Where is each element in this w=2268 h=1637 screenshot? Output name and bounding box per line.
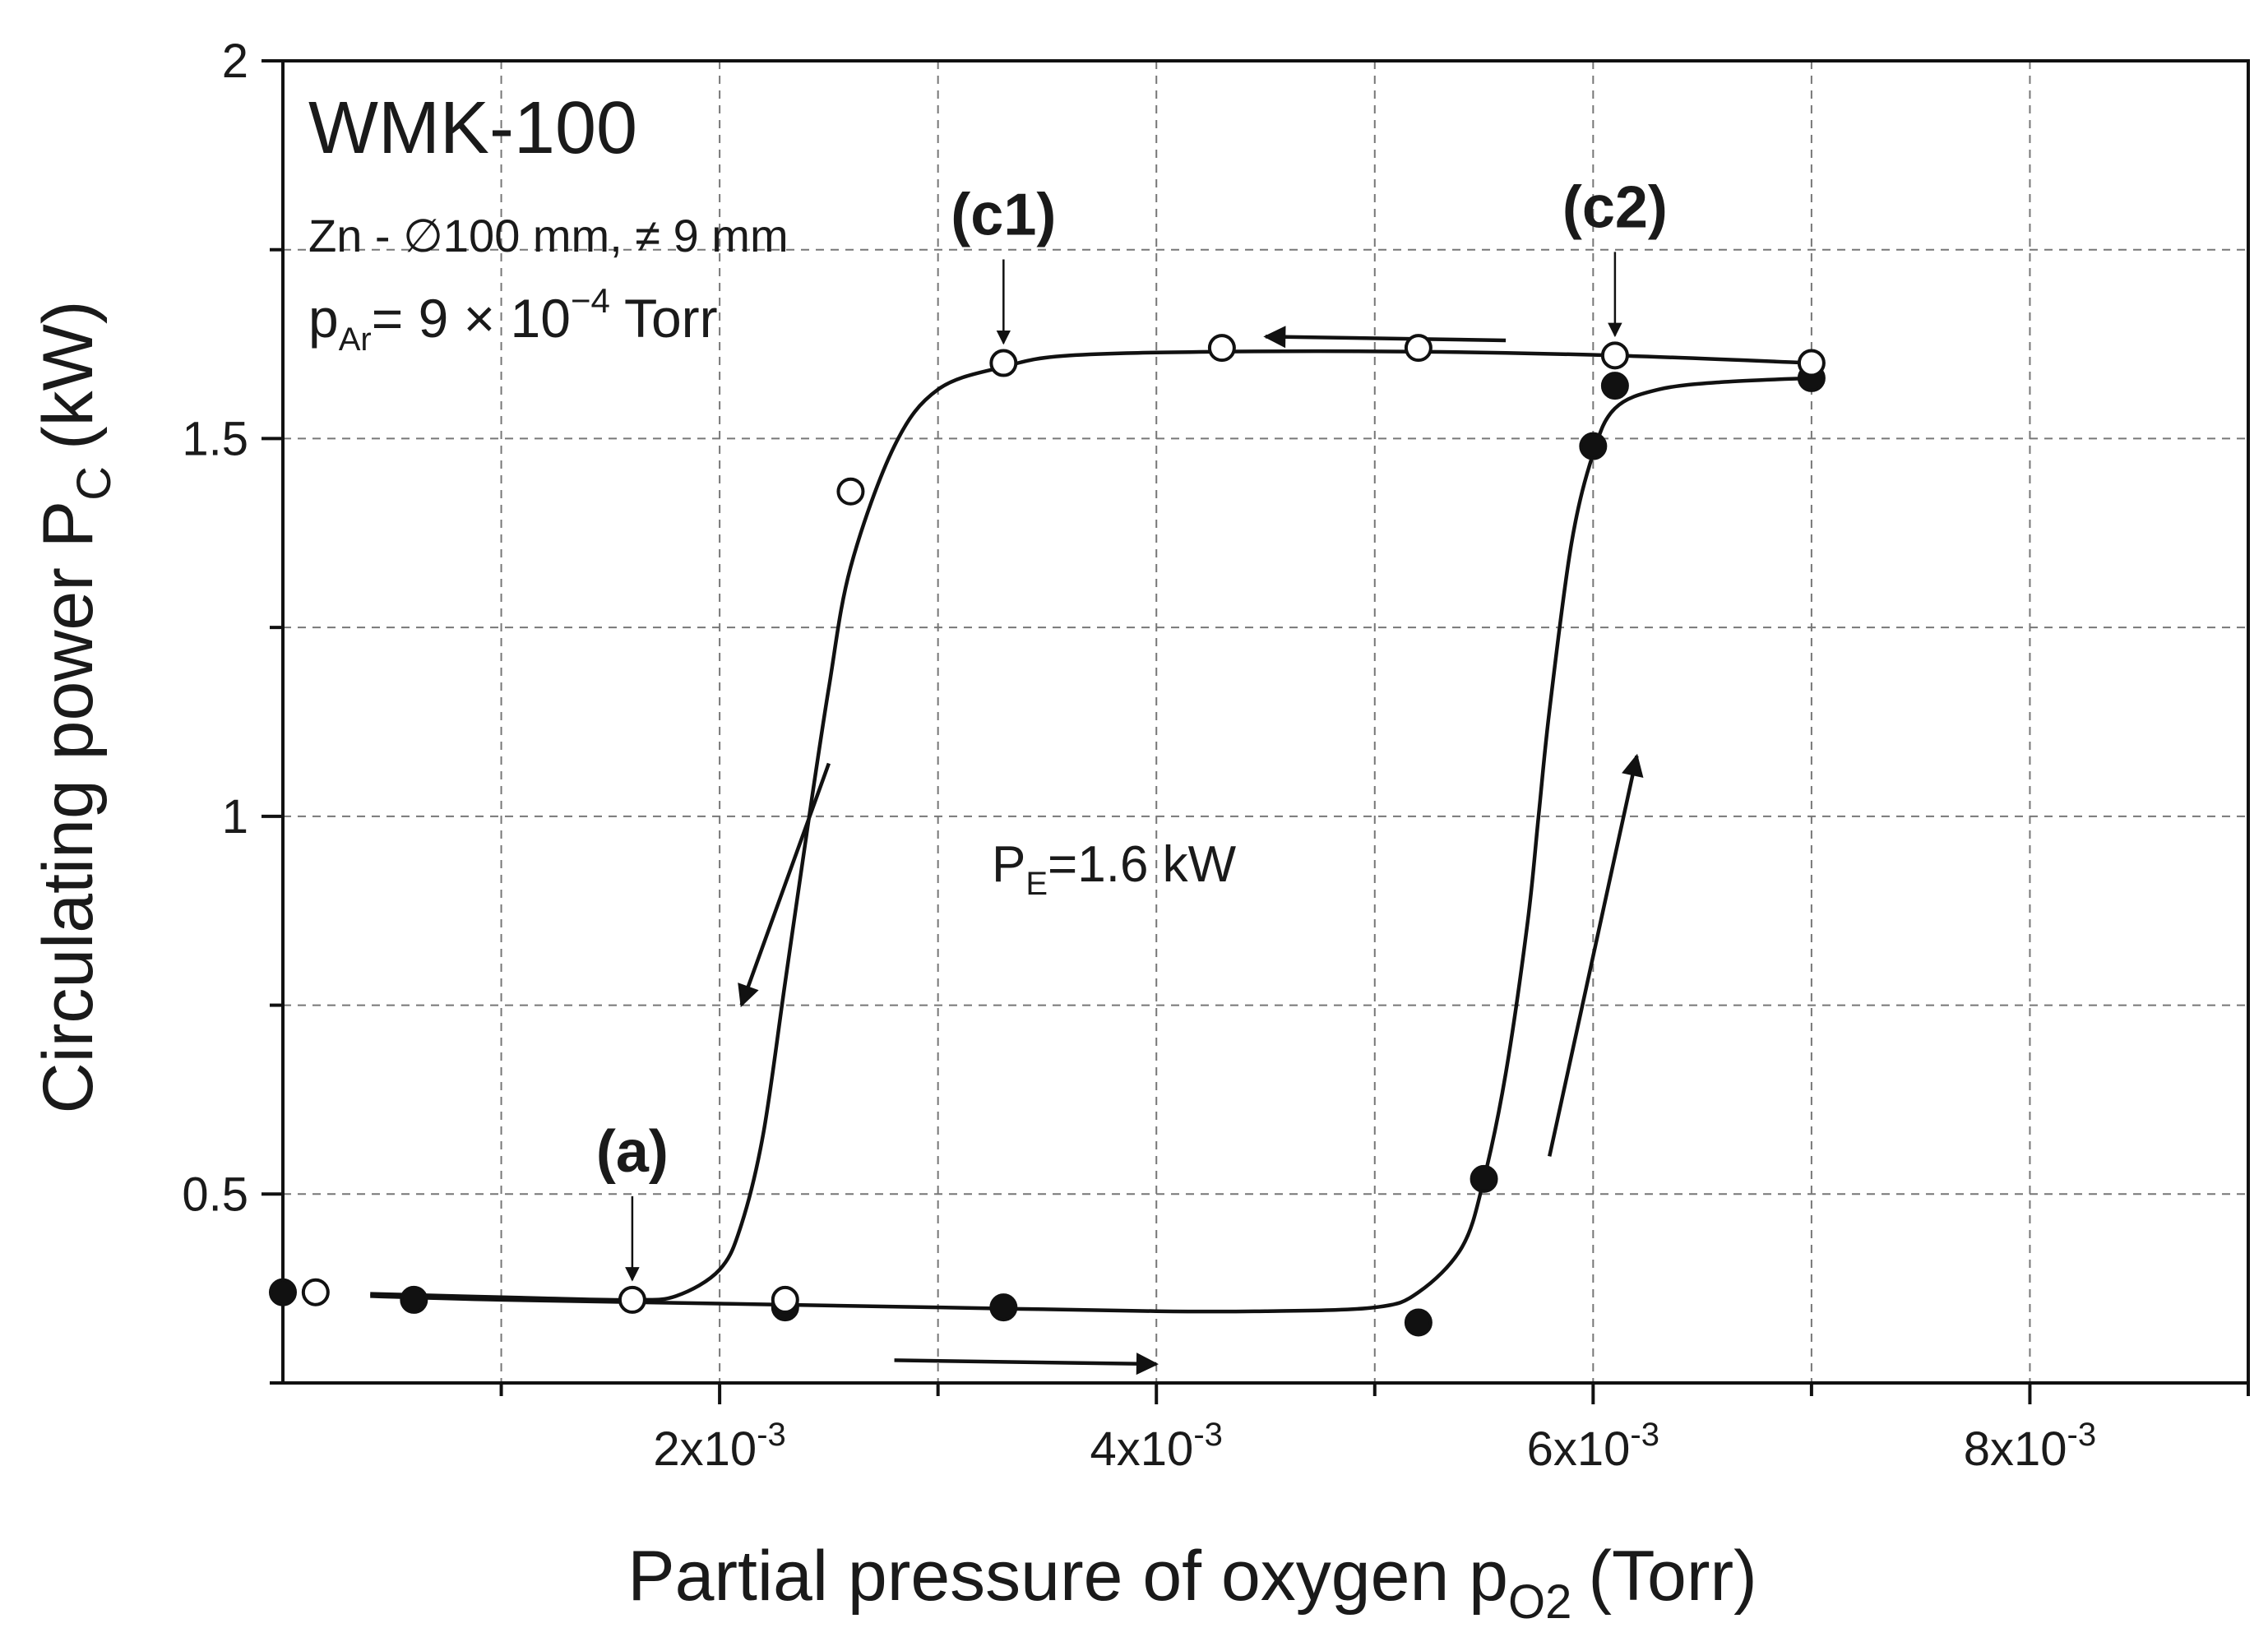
direction-arrow [1263, 326, 1507, 349]
data-points [269, 334, 1826, 1337]
y-tick-label: 2 [222, 35, 248, 88]
open-data-point [1797, 349, 1826, 377]
direction-arrow [894, 1353, 1159, 1376]
y-tick-label: 1 [222, 790, 248, 844]
open-data-point [771, 1285, 799, 1314]
y-tick-label: 1.5 [182, 412, 248, 465]
callout-label: (c1) [951, 183, 1056, 248]
open-data-point [1207, 334, 1236, 363]
y-axis-label: Circulating power PC(kW) [29, 301, 121, 1114]
open-data-point [618, 1285, 646, 1314]
filled-data-point [269, 1278, 297, 1306]
x-tick-label: 4x10-3 [1090, 1417, 1223, 1476]
y-tick-label: 0.5 [182, 1168, 248, 1221]
open-data-point [989, 349, 1018, 377]
tick-marks [262, 59, 2250, 1404]
system-label: WMK-100 [308, 87, 637, 169]
x-tick-label: 8x10-3 [1964, 1417, 2096, 1476]
power-label: PE=1.6 kW [992, 836, 1237, 902]
filled-data-point [989, 1293, 1018, 1322]
argon-pressure-label: pAr= 9 × 10−4 Torr [308, 281, 718, 358]
open-data-point [836, 477, 865, 506]
point-callouts: (a) (c1) (c2) [596, 174, 1668, 1282]
fit-curves [370, 349, 1812, 1314]
direction-arrows [738, 326, 1644, 1376]
plot-frame [281, 59, 2250, 1385]
direction-arrow [1548, 753, 1644, 1157]
x-tick-label: 2x10-3 [653, 1417, 785, 1476]
grid-lines [283, 61, 2248, 1383]
filled-data-point [1470, 1164, 1498, 1193]
filled-data-point [1579, 432, 1608, 460]
target-label: Zn - ∅100 mm, ≠ 9 mm [308, 210, 789, 261]
x-tick-label: 6x10-3 [1527, 1417, 1659, 1476]
open-data-point [1404, 334, 1433, 363]
filled-data-point [1404, 1308, 1433, 1337]
callout-label: (c2) [1562, 174, 1668, 240]
open-data-point [1600, 341, 1629, 370]
decreasing-branch-curve [370, 349, 1812, 1302]
y-tick-labels: 0.5 1 1.5 2 [182, 35, 248, 1221]
direction-arrow [738, 762, 831, 1008]
x-axis-label: Partial pressure of oxygen pO2 (Torr) [627, 1537, 1757, 1629]
x-tick-labels: 2x10-3 4x10-3 6x10-3 8x10-3 [653, 1417, 2096, 1476]
filled-data-point [1600, 372, 1629, 400]
open-data-point [301, 1278, 330, 1306]
filled-data-point [400, 1285, 428, 1314]
callout-label: (a) [596, 1119, 669, 1185]
